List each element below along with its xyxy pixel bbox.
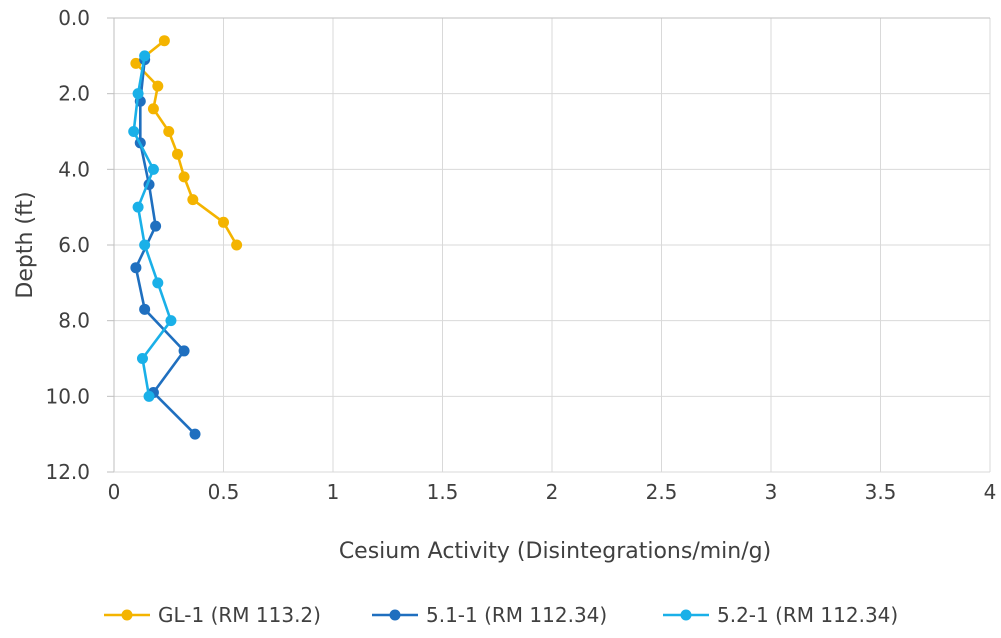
x-tick-label: 1 [327,480,340,504]
y-tick-label: 2.0 [58,82,90,106]
legend-label: 5.2-1 (RM 112.34) [717,603,898,627]
series-3 [128,50,177,402]
data-point [147,103,159,115]
y-tick-label: 12.0 [45,460,90,484]
data-point [165,315,177,327]
x-tick-label: 0 [108,480,121,504]
legend-swatch-marker [680,609,692,621]
data-point [163,126,175,137]
gridlines [114,18,991,472]
data-point [172,148,184,160]
data-point [143,390,155,402]
data-point [130,262,142,274]
x-tick-label: 2.5 [646,480,678,504]
x-tick-label: 3 [765,480,778,504]
data-point [152,277,164,289]
series-line [132,55,173,397]
x-axis-title: Cesium Activity (Disintegrations/min/g) [339,539,771,564]
legend: GL-1 (RM 113.2) 5.1-1 (RM 112.34) 5.2-1 (R… [104,603,898,627]
legend-item-3: 5.2-1 (RM 112.34) [663,603,898,627]
data-point [139,239,151,251]
data-point [187,194,199,206]
data-point [132,201,144,213]
x-tick-label: 0.5 [208,480,240,504]
legend-swatch-marker [121,609,133,621]
data-point [136,353,148,364]
legend-label: 5.1-1 (RM 112.34) [426,603,607,627]
data-point [178,171,190,183]
axes [107,17,990,473]
x-tick-labels: 0 0.5 1 1.5 2 2.5 3 3.5 4 [108,480,997,504]
data-point [158,35,170,47]
y-tick-label: 0.0 [58,6,90,30]
x-tick-label: 4 [984,480,997,504]
x-tick-label: 1.5 [427,480,459,504]
legend-swatch-marker [389,609,401,621]
data-point [128,126,140,137]
data-point [231,239,243,251]
data-point [189,428,201,440]
y-tick-labels: 0.0 2.0 4.0 6.0 8.0 10.0 12.0 [45,6,90,484]
series-1 [130,35,243,251]
y-axis-title: Depth (ft) [13,191,38,298]
x-tick-label: 2 [546,480,559,504]
x-tick-label: 3.5 [865,480,897,504]
data-point [139,50,151,62]
y-tick-label: 6.0 [58,233,90,257]
series-line [134,39,238,246]
data-point [139,303,151,315]
data-point [130,57,142,69]
data-point [147,163,159,175]
data-point [218,216,229,228]
y-tick-label: 10.0 [45,384,90,408]
legend-label: GL-1 (RM 113.2) [158,603,321,627]
legend-item-2: 5.1-1 (RM 112.34) [372,603,607,627]
y-tick-label: 8.0 [58,309,90,333]
y-tick-label: 4.0 [58,157,90,181]
data-point [152,80,164,92]
data-point [178,345,190,357]
data-point [132,88,144,100]
data-point [150,220,162,232]
series [128,35,243,440]
legend-item-1: GL-1 (RM 113.2) [104,603,321,627]
